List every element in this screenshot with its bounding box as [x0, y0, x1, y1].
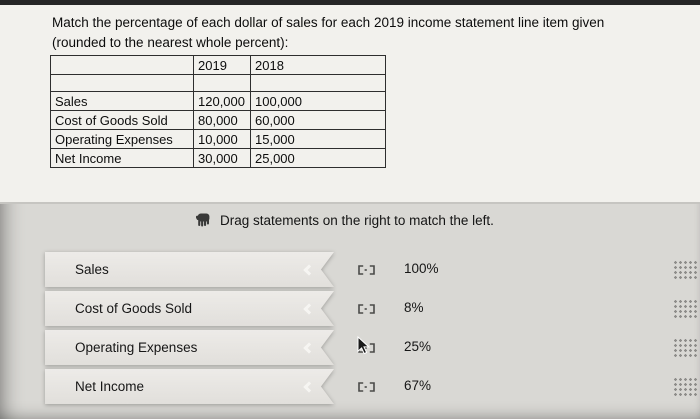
drag-instruction-row: Drag statements on the right to match th…	[196, 212, 494, 228]
table-header-row: 2019 2018	[50, 55, 386, 75]
chevron-notch-icon	[303, 303, 314, 314]
table-row: Net Income 30,000 25,000	[50, 148, 386, 168]
percent-statement[interactable]: 8%	[404, 300, 424, 315]
drag-connector-icon[interactable]	[358, 382, 375, 392]
percent-statement[interactable]: 25%	[404, 339, 432, 354]
drag-connector-icon[interactable]	[358, 304, 375, 314]
grid-drag-handle-icon[interactable]	[672, 337, 697, 358]
question-line-2: (rounded to the nearest whole percent):	[52, 35, 289, 50]
value-2018: 15,000	[250, 129, 386, 149]
window-top-edge	[0, 0, 700, 5]
match-row: Operating Expenses 25%	[0, 328, 700, 367]
income-statement-table: 2019 2018 Sales 120,000 100,000 Cost of …	[50, 55, 386, 168]
drop-target-label: Cost of Goods Sold	[75, 301, 193, 316]
grab-hand-icon	[196, 212, 211, 228]
drop-target-cogs[interactable]: Cost of Goods Sold	[45, 291, 334, 326]
drop-target-opex[interactable]: Operating Expenses	[45, 330, 334, 365]
match-row: Net Income 67%	[0, 367, 700, 406]
chevron-notch-icon	[303, 264, 314, 275]
table-row: Sales 120,000 100,000	[50, 91, 386, 111]
match-row: Sales 100%	[0, 250, 700, 289]
drop-target-label: Sales	[75, 262, 109, 277]
value-2019: 10,000	[193, 129, 251, 149]
grid-drag-handle-icon[interactable]	[672, 376, 697, 397]
question-text: Match the percentage of each dollar of s…	[52, 13, 604, 53]
match-list: Sales 100% Cost of Goods Sold	[0, 250, 700, 406]
table-header-2018: 2018	[250, 55, 386, 75]
value-2019: 120,000	[193, 91, 251, 111]
table-corner-cell	[50, 55, 194, 75]
drag-instruction-text: Drag statements on the right to match th…	[220, 212, 494, 228]
table-row: Cost of Goods Sold 80,000 60,000	[50, 110, 386, 130]
value-2018: 100,000	[250, 91, 386, 111]
match-row: Cost of Goods Sold 8%	[0, 289, 700, 328]
chevron-notch-icon	[303, 342, 314, 353]
grid-drag-handle-icon[interactable]	[672, 259, 697, 280]
grid-drag-handle-icon[interactable]	[672, 298, 697, 319]
table-spacer-row	[50, 74, 386, 92]
row-label: Sales	[50, 91, 194, 111]
row-label: Cost of Goods Sold	[50, 110, 194, 130]
drop-target-net-income[interactable]: Net Income	[45, 369, 334, 404]
table-header-2019: 2019	[193, 55, 251, 75]
chevron-notch-icon	[303, 381, 314, 392]
row-label: Operating Expenses	[50, 129, 194, 149]
drop-target-label: Operating Expenses	[75, 340, 198, 355]
row-label: Net Income	[50, 148, 194, 168]
table-row: Operating Expenses 10,000 15,000	[50, 129, 386, 149]
drop-target-label: Net Income	[75, 379, 145, 394]
value-2018: 60,000	[250, 110, 386, 130]
value-2018: 25,000	[250, 148, 386, 168]
mouse-cursor	[357, 336, 371, 355]
drop-target-sales[interactable]: Sales	[45, 252, 334, 287]
value-2019: 80,000	[193, 110, 251, 130]
drag-connector-icon[interactable]	[358, 265, 375, 275]
percent-statement[interactable]: 100%	[404, 261, 439, 276]
value-2019: 30,000	[193, 148, 251, 168]
question-line-1: Match the percentage of each dollar of s…	[52, 15, 605, 30]
percent-statement[interactable]: 67%	[404, 378, 432, 393]
